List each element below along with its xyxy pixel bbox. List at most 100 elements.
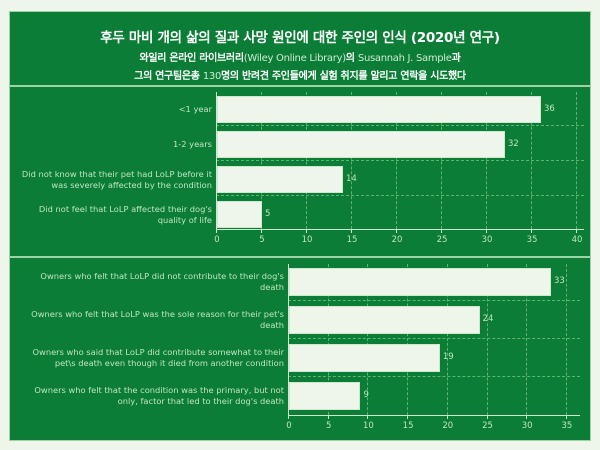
axis-tick [486,415,488,419]
subtitle-author: Susannah J. Sample [357,53,452,64]
bar-value-label: 9 [363,390,369,400]
row-separator [288,376,580,377]
subtitle-text: (Wiley Online Library) [243,53,346,64]
x-tick-label: 15 [402,421,414,431]
bar [217,166,343,193]
x-tick-label: 10 [301,235,313,245]
gridline [407,264,409,415]
bar-value-label: 33 [554,276,565,286]
subtitle-text: 과 [451,53,461,64]
chart-survival-time: 0 5 10 15 20 25 30 35 40 36 <1 year 32 1-2 years 14 Di… [10,87,590,256]
gridline [565,264,567,415]
axis-tick [407,415,409,419]
x-tick-label: 5 [259,235,265,245]
category-label: 1-2 years [14,139,212,150]
chart-title: 후두 마비 개의 삶의 질과 사망 원인에 대한 주인의 인식 (2020년 연… [100,30,500,46]
category-label-line: Owners who felt that the condition was t… [34,385,284,395]
category-label-line: Did not feel that LoLP affected their do… [38,203,212,214]
category-label: Owners who said that LoLP did contribute… [14,347,285,369]
x-axis [216,229,584,230]
bar [289,306,480,334]
category-label-line: Owners who said that LoLP did contribute… [32,347,285,357]
subtitle-line-2: 그의 연구팀은총 130명의 반려견 주인들에게 실험 취지를 알리고 연락을 … [10,67,590,82]
gridline [446,264,448,415]
row-separator [288,338,580,339]
title-panel: 후두 마비 개의 삶의 질과 사망 원인에 대한 주인의 인식 (2020년 연… [10,12,590,85]
row-separator [288,300,580,301]
bar-value-label: 32 [508,138,519,149]
category-label-line: Owners who felt that LoLP did not contri… [40,271,284,281]
bar-value-label: 19 [442,352,454,362]
x-tick-label: 20 [442,421,454,431]
subtitle-text: 명의 반려견 주인들에게 실험 취지를 알리고 연락을 시도했다 [221,71,466,82]
axis-tick [576,229,577,233]
gridline [486,264,488,415]
bar [289,344,440,372]
bar-value-label: 14 [346,173,357,184]
gridline [526,264,528,415]
x-tick-label: 40 [571,235,583,245]
gridline [327,264,329,415]
axis-tick [306,229,307,233]
axis-tick [486,229,487,233]
x-tick-label: 0 [286,421,292,431]
category-label-line: death [260,282,284,292]
y-axis [288,264,289,418]
x-tick-label: 35 [561,421,573,431]
x-tick-label: 35 [526,235,538,245]
category-label: Owners who felt that LoLP did not contri… [14,271,284,293]
subtitle-text: 의 [345,53,358,64]
bar [289,268,552,296]
bar-value-label: 36 [544,103,555,114]
x-tick-label: 30 [521,421,533,431]
row-separator [216,195,584,196]
category-label-line: quality of life [157,214,212,225]
axis-tick [526,415,528,419]
subtitle-count: 130 [202,71,222,82]
category-label-line: Owners who felt that LoLP was the sole r… [31,309,284,319]
category-label-line: <1 year [178,104,212,114]
bar-value-label: 5 [265,208,271,219]
bar [289,382,361,410]
subtitle-line-1: 와일리 온라인 라이브러리(Wiley Online Library)의 Sus… [10,49,590,64]
axis-tick [351,229,352,233]
x-tick-label: 25 [482,421,493,431]
category-label-line: 1-2 years [172,139,212,149]
axis-tick [441,229,442,233]
bar [217,131,505,158]
bar-value-label: 24 [482,314,494,324]
category-label-line: was severely affected by the condition [51,179,212,190]
x-tick-label: 15 [346,235,358,245]
x-tick-label: 20 [391,235,403,245]
subtitle-text: 와일리 온라인 라이브러리 [139,53,244,64]
category-label: <1 year [14,104,212,115]
axis-tick [396,229,397,233]
category-label-line: Did not know that their pet had LoLP bef… [21,168,212,179]
axis-tick [327,415,329,419]
category-label: Owners who felt that LoLP was the sole r… [14,309,284,331]
category-label: Owners who felt that the condition was t… [14,385,284,407]
category-label-line: death [260,320,284,330]
y-axis [216,92,217,232]
category-label-line: only, factor that led to their dog's dea… [117,396,284,406]
row-separator [216,160,584,161]
axis-tick [367,415,369,419]
x-tick-label: 10 [362,421,374,431]
row-separator [216,125,584,126]
category-label: Did not know that their pet had LoLP bef… [14,169,212,191]
axis-tick [531,229,532,233]
x-tick-label: 25 [436,235,448,245]
axis-tick [446,415,448,419]
chart-cause-of-death: 0 5 10 15 20 25 30 35 33 Owners who felt that LoL… [10,258,590,440]
bar [217,201,262,228]
x-tick-label: 0 [214,235,220,245]
category-label: Did not feel that LoLP affected their do… [14,204,212,226]
x-tick-label: 30 [481,235,493,245]
axis-tick [565,415,567,419]
gridline [367,264,369,415]
x-tick-label: 5 [325,421,332,431]
x-axis [288,415,580,416]
axis-tick [261,229,262,233]
subtitle-text: 그의 연구팀은총 [134,71,203,82]
category-label-line: pet\s death even though it died from ano… [54,358,284,368]
